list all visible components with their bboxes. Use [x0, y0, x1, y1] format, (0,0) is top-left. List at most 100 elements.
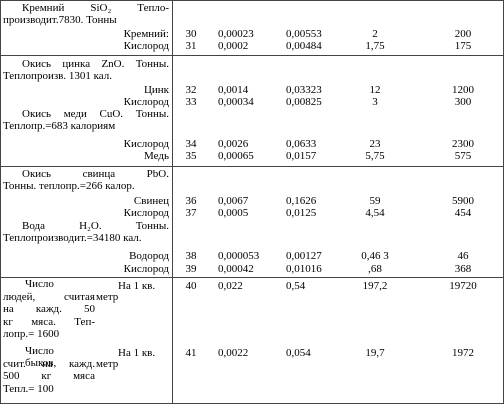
cell: 2300: [452, 138, 474, 150]
cell: 0,54: [286, 280, 306, 292]
heading-line: 500 кг мяса: [3, 370, 95, 382]
border: [0, 0, 504, 1]
heading-line: счит. на кажд.: [3, 357, 95, 370]
cell: 368: [454, 263, 472, 275]
cell: 0,00127: [286, 250, 322, 262]
row-name: Кислород: [123, 207, 169, 219]
heading-line: производит.7830. Тонны: [3, 14, 117, 26]
row-name: Медь: [144, 150, 169, 162]
cell: 5,75: [365, 150, 385, 162]
heading-line: Теплопроизв. 1301 кал.: [3, 70, 113, 82]
cell: 0,03323: [286, 84, 322, 96]
cell: 0,0067: [218, 195, 249, 207]
cell: 5900: [452, 195, 474, 207]
cell: 2: [372, 28, 378, 40]
cell: 175: [454, 40, 472, 52]
cell: 41: [185, 347, 197, 359]
cell: 0,00023: [218, 28, 254, 40]
group-rule: [0, 166, 504, 167]
heading-line: Теплопроизводит.=34180 кал.: [3, 232, 142, 244]
cell: 59: [369, 195, 381, 207]
heading-line: Окись цинка ZnO. Тонны.: [22, 58, 169, 70]
cell: 35: [185, 150, 197, 162]
cell: 0,0014: [218, 84, 249, 96]
cell: 454: [454, 207, 472, 219]
cell: 40: [185, 280, 197, 292]
row-name: Кислород: [123, 263, 169, 275]
cell: 1972: [452, 347, 474, 359]
cell: 197,2: [362, 280, 388, 292]
border: [0, 0, 1, 404]
heading-line: Число быков,: [25, 345, 57, 369]
cell: 39: [185, 263, 197, 275]
cell: 32: [185, 84, 197, 96]
heading-line: Число: [25, 278, 54, 290]
cell: 0,0026: [218, 138, 249, 150]
cell: 1200: [452, 84, 474, 96]
row-name: Водород: [129, 250, 169, 262]
cell: 0,0157: [286, 150, 317, 162]
cell: 0,1626: [286, 195, 317, 207]
cell: 0,00825: [286, 96, 322, 108]
cell: 0,00034: [218, 96, 254, 108]
heading-line: Тепл.= 100: [3, 382, 54, 395]
cell: 36: [185, 195, 197, 207]
cell: 0,00065: [218, 150, 254, 162]
heading-line: Кремний SiO₂ Тепло-: [22, 2, 169, 14]
row-unit: метр: [96, 358, 119, 370]
cell: 30: [185, 28, 197, 40]
row-name: Цинк: [143, 84, 169, 96]
cell: 0,0125: [286, 207, 317, 219]
group-rule: [0, 277, 504, 278]
cell: 19,7: [365, 347, 385, 359]
row-name: На 1 кв.: [118, 347, 156, 359]
column-rule: [172, 0, 173, 404]
row-name: Кремний:: [123, 28, 169, 40]
cell: 0,054: [286, 347, 311, 359]
row-name: Кислород: [123, 40, 169, 52]
cell: 0,0005: [218, 207, 249, 219]
cell: 19720: [449, 280, 477, 292]
cell: 4,54: [365, 207, 385, 219]
cell: 0,0633: [286, 138, 317, 150]
group-rule: [0, 55, 504, 56]
cell: 0,000053: [218, 250, 260, 262]
cell: 0,0022: [218, 347, 249, 359]
heading-line: Тонны. теплопр.=266 калор.: [3, 180, 135, 192]
cell: 0,00484: [286, 40, 322, 52]
cell: 1,75: [365, 40, 385, 52]
heading-line: Теплопр.=683 калориям: [3, 120, 116, 132]
heading-line: Вода H₂O. Тонны.: [22, 220, 169, 232]
cell: 0,022: [218, 280, 243, 292]
heading-line: Окись меди CuO. Тонны.: [22, 108, 169, 120]
heading-line: на кажд. 50: [3, 303, 95, 315]
row-name: На 1 кв.: [118, 280, 156, 292]
row-name: Свинец: [133, 195, 169, 207]
cell: 0,00042: [218, 263, 254, 275]
cell: 0,46 3: [361, 250, 389, 262]
cell: ,68: [368, 263, 382, 275]
heading-line: людей, считая: [3, 290, 95, 303]
cell: 575: [454, 150, 472, 162]
cell: 3: [372, 96, 378, 108]
cell: 37: [185, 207, 197, 219]
cell: 46: [457, 250, 469, 262]
heading-line: лопр.= 1600: [3, 328, 60, 340]
heading-line: кг мяса. Теп-: [3, 315, 95, 328]
cell: 31: [185, 40, 197, 52]
cell: 0,0002: [218, 40, 249, 52]
cell: 300: [454, 96, 472, 108]
cell: 200: [454, 28, 472, 40]
cell: 0,01016: [286, 263, 322, 275]
cell: 34: [185, 138, 197, 150]
cell: 38: [185, 250, 197, 262]
cell: 23: [369, 138, 381, 150]
cell: 12: [369, 84, 381, 96]
row-name: Кислород: [123, 138, 169, 150]
row-name: Кислород: [123, 96, 169, 108]
row-unit: метр: [96, 291, 119, 303]
heading-line: Окись свинца PbO.: [22, 168, 169, 180]
cell: 33: [185, 96, 197, 108]
cell: 0,00553: [286, 28, 322, 40]
